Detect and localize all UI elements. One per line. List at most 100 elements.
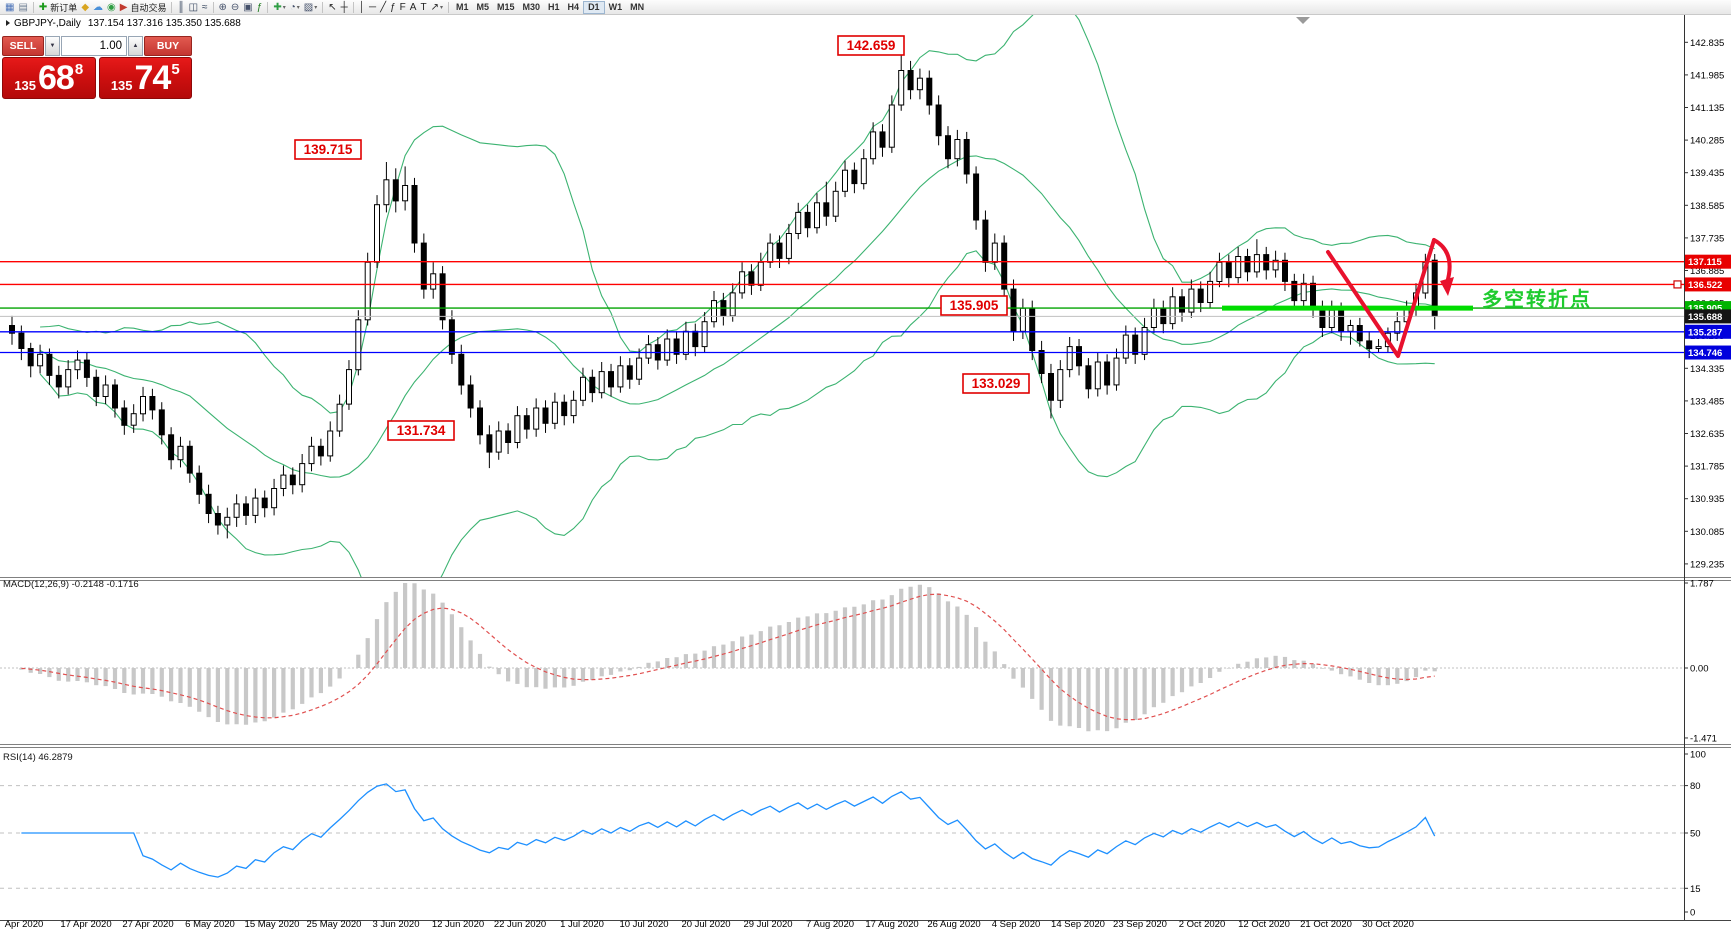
buy-button[interactable]: BUY: [144, 36, 192, 56]
timeframe-MN[interactable]: MN: [630, 1, 645, 12]
svg-text:130.935: 130.935: [1690, 494, 1724, 505]
svg-text:142.835: 142.835: [1690, 38, 1724, 49]
trendline-icon[interactable]: ╱: [380, 1, 387, 13]
timeframe-H4[interactable]: H4: [567, 1, 580, 12]
svg-text:4 Sep 2020: 4 Sep 2020: [992, 919, 1041, 930]
svg-text:130.085: 130.085: [1690, 527, 1724, 538]
main-chart[interactable]: [0, 15, 1684, 639]
svg-text:23 Sep 2020: 23 Sep 2020: [1113, 919, 1167, 930]
deposit-icon[interactable]: ◆: [81, 1, 90, 13]
time-axis[interactable]: Apr 2020 17 Apr 2020 27 Apr 2020 6 May 2020…: [5, 919, 1414, 930]
timeframe-M15[interactable]: M15: [497, 1, 515, 12]
svg-text:133.029: 133.029: [972, 376, 1021, 391]
sell-button[interactable]: SELL: [2, 36, 44, 56]
text-icon[interactable]: A: [409, 1, 417, 13]
zoom-out-icon[interactable]: ⊖: [230, 1, 240, 13]
svg-text:0: 0: [1690, 908, 1695, 919]
indicators-icon[interactable]: ƒ: [256, 1, 263, 13]
svg-text:136.885: 136.885: [1690, 266, 1724, 277]
new-chart-icon[interactable]: ✚ ▾: [273, 1, 286, 13]
svg-text:6 May 2020: 6 May 2020: [185, 919, 235, 930]
crosshair-icon[interactable]: ┼: [340, 1, 348, 13]
timeframe-M30[interactable]: M30: [522, 1, 541, 12]
hline-icon[interactable]: ─: [368, 1, 377, 13]
one-click-trading-widget: SELL ▼ ▲ BUY 135 68 8 135 74 5: [2, 36, 192, 99]
zoom-in-icon[interactable]: ⊕: [218, 1, 227, 13]
bar-chart-icon[interactable]: ║: [177, 1, 185, 13]
macd-signal-line: [21, 593, 1435, 721]
svg-text:80: 80: [1690, 781, 1701, 792]
macd-panel[interactable]: [0, 583, 1684, 732]
svg-text:1.787: 1.787: [1690, 579, 1714, 590]
signals-icon[interactable]: ◉: [107, 1, 116, 13]
volume-input[interactable]: [61, 36, 127, 56]
annotation-turning-point[interactable]: 多空转折点: [1482, 289, 1592, 311]
svg-text:135.905: 135.905: [1688, 304, 1723, 315]
timeframe-M1[interactable]: M1: [455, 1, 469, 12]
price-callout[interactable]: 135.905: [940, 295, 1008, 316]
chart-ohlc-values: 137.154 137.316 135.350 135.688: [87, 18, 241, 29]
timeframe-H1[interactable]: H1: [548, 1, 560, 12]
volume-decrease-button[interactable]: ▼: [45, 36, 60, 56]
svg-text:129.235: 129.235: [1690, 559, 1724, 570]
buy-price-button[interactable]: 135 74 5: [98, 57, 192, 99]
timeframe-M5[interactable]: M5: [476, 1, 489, 12]
svg-text:27 Apr 2020: 27 Apr 2020: [122, 919, 173, 930]
buy-price-int: 135: [110, 78, 133, 93]
svg-text:17 Apr 2020: 17 Apr 2020: [60, 919, 111, 930]
svg-text:3 Jun 2020: 3 Jun 2020: [372, 919, 419, 930]
svg-text:134.746: 134.746: [1688, 348, 1722, 359]
svg-text:139.435: 139.435: [1690, 168, 1724, 179]
trend-arrow[interactable]: [1326, 238, 1436, 358]
tile-windows-icon[interactable]: ▣: [243, 1, 253, 13]
svg-text:135.905: 135.905: [950, 298, 999, 313]
price-callout[interactable]: 133.029: [962, 373, 1030, 394]
svg-text:0.00: 0.00: [1690, 664, 1709, 675]
svg-text:12 Oct 2020: 12 Oct 2020: [1238, 919, 1290, 930]
community-icon[interactable]: ☁: [93, 1, 104, 13]
svg-text:-1.471: -1.471: [1690, 733, 1717, 744]
chart-title: GBPJPY-,Daily 137.154 137.316 135.350 135…: [6, 18, 241, 29]
chart-symbol-period: GBPJPY-,Daily: [14, 18, 81, 29]
candlestick-icon[interactable]: ◫: [188, 1, 199, 13]
window-icon[interactable]: ▦: [5, 1, 15, 13]
rsi-panel[interactable]: [0, 783, 1684, 889]
buy-price-point: 5: [171, 61, 180, 78]
vline-icon[interactable]: │: [358, 1, 365, 13]
price-callout[interactable]: 139.715: [294, 139, 362, 160]
chart-canvas[interactable]: 142.659 139.715 135.905 133.029 131.734 1.787…: [0, 15, 1731, 937]
bollinger-middle: [39, 155, 1435, 478]
timeframe-W1[interactable]: W1: [608, 1, 623, 12]
arrows-tool-icon[interactable]: ↗ ▾: [430, 1, 443, 13]
equidistant-channel-icon[interactable]: ƒ: [390, 1, 396, 13]
volume-increase-button[interactable]: ▲: [128, 36, 143, 56]
svg-text:141.135: 141.135: [1690, 103, 1724, 114]
fibonacci-icon[interactable]: F: [399, 1, 406, 13]
svg-text:134.335: 134.335: [1690, 364, 1724, 375]
svg-text:15: 15: [1690, 884, 1701, 895]
svg-text:10 Jul 2020: 10 Jul 2020: [619, 919, 668, 930]
cursor-icon[interactable]: ↖: [328, 1, 337, 13]
line-selection-handle: [1673, 280, 1682, 289]
text-label-icon[interactable]: T: [420, 1, 427, 13]
template-icon[interactable]: ▨ ▾: [303, 1, 318, 13]
price-callout[interactable]: 131.734: [387, 420, 455, 441]
svg-text:136.522: 136.522: [1688, 280, 1722, 291]
new-order-button[interactable]: ✚ 新订单: [38, 1, 78, 13]
svg-text:140.285: 140.285: [1690, 136, 1724, 147]
svg-text:2 Oct 2020: 2 Oct 2020: [1179, 919, 1225, 930]
svg-text:138.585: 138.585: [1690, 201, 1724, 212]
line-chart-icon[interactable]: ≈: [202, 1, 208, 13]
price-tag: 134.746: [1685, 345, 1731, 360]
sell-price-button[interactable]: 135 68 8: [2, 57, 96, 99]
bollinger-lower: [39, 250, 1435, 577]
market-watch-icon[interactable]: ▤: [18, 1, 28, 13]
rsi-indicator-label: RSI(14) 46.2879: [3, 752, 73, 763]
price-callout[interactable]: 142.659: [837, 35, 905, 56]
timeframe-D1[interactable]: D1: [583, 0, 605, 14]
autotrading-button[interactable]: ▶ 自动交易: [119, 1, 167, 13]
sell-price-point: 8: [74, 61, 84, 78]
svg-text:139.715: 139.715: [304, 142, 353, 157]
period-icon[interactable]: ◔ ▾: [289, 1, 300, 13]
price-axis[interactable]: 142.835 141.985 141.135 140.285 139.435 138.5…: [1684, 38, 1731, 571]
